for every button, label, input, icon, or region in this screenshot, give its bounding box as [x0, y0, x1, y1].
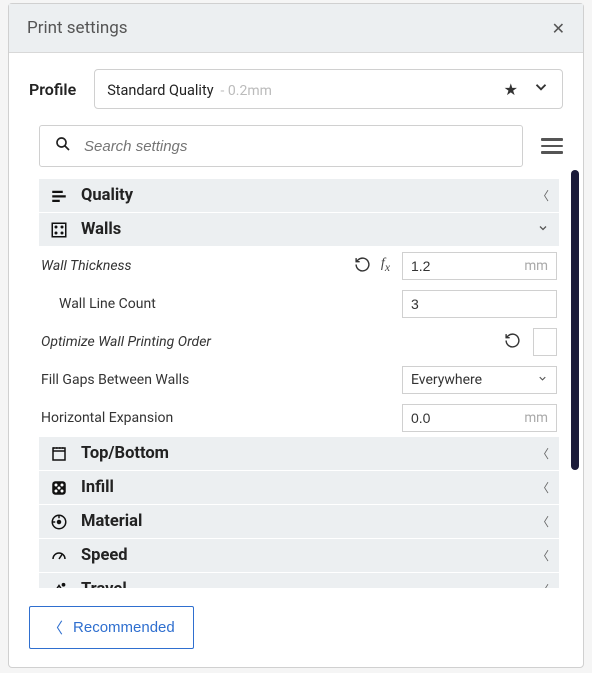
setting-optimize-order: Optimize Wall Printing Order: [39, 323, 559, 361]
walls-icon: [45, 221, 73, 239]
category-infill[interactable]: Infill 〈: [39, 471, 559, 504]
setting-wall-line-count: Wall Line Count: [39, 285, 559, 323]
infill-icon: [45, 479, 73, 497]
reset-icon[interactable]: [504, 332, 521, 353]
profile-dropdown[interactable]: Standard Quality - 0.2mm ★: [94, 69, 563, 109]
wall-thickness-input[interactable]: mm: [402, 252, 557, 280]
close-icon[interactable]: ✕: [552, 19, 565, 38]
top-bottom-icon: [45, 445, 73, 463]
wall-line-count-input[interactable]: [402, 290, 557, 318]
footer: 〈 Recommended: [9, 588, 583, 667]
profile-name: Standard Quality - 0.2mm: [107, 80, 272, 99]
chevron-left-icon: 〈: [48, 617, 63, 638]
category-material[interactable]: Material 〈: [39, 505, 559, 538]
speed-icon: [45, 547, 73, 565]
category-travel[interactable]: Travel 〈: [39, 573, 559, 588]
search-icon: [54, 135, 72, 157]
quality-icon: [45, 187, 73, 205]
chevron-left-icon: 〈: [537, 445, 549, 462]
fx-icon[interactable]: fx: [381, 256, 390, 277]
category-speed[interactable]: Speed 〈: [39, 539, 559, 572]
profile-label: Profile: [29, 80, 76, 99]
scrollbar[interactable]: [571, 170, 579, 470]
print-settings-panel: Print settings ✕ Profile Standard Qualit…: [8, 3, 584, 668]
recommended-button[interactable]: 〈 Recommended: [29, 606, 194, 649]
panel-title: Print settings: [27, 18, 128, 38]
travel-icon: [45, 581, 73, 589]
chevron-left-icon: 〈: [537, 513, 549, 530]
chevron-left-icon: 〈: [537, 479, 549, 496]
search-input[interactable]: [84, 138, 508, 155]
settings-list: Quality 〈 Walls Wall Thickness fx: [9, 179, 583, 588]
category-quality[interactable]: Quality 〈: [39, 179, 559, 212]
setting-horizontal-expansion: Horizontal Expansion mm: [39, 399, 559, 437]
profile-row: Profile Standard Quality - 0.2mm ★: [9, 53, 583, 119]
optimize-order-checkbox[interactable]: [533, 328, 557, 356]
fill-gaps-select[interactable]: Everywhere: [402, 366, 557, 394]
chevron-down-icon: [537, 372, 548, 388]
material-icon: [45, 513, 73, 531]
hamburger-icon[interactable]: [541, 134, 563, 158]
horizontal-expansion-input[interactable]: mm: [402, 404, 557, 432]
chevron-left-icon: 〈: [537, 547, 549, 564]
category-top-bottom[interactable]: Top/Bottom 〈: [39, 437, 559, 470]
chevron-left-icon: 〈: [537, 187, 549, 204]
chevron-left-icon: 〈: [537, 581, 549, 588]
chevron-down-icon: [537, 222, 549, 237]
chevron-down-icon[interactable]: [532, 78, 550, 100]
category-walls[interactable]: Walls: [39, 213, 559, 246]
search-row: [9, 119, 583, 179]
setting-wall-thickness: Wall Thickness fx mm: [39, 247, 559, 285]
reset-icon[interactable]: [354, 256, 371, 277]
search-box[interactable]: [39, 125, 523, 167]
setting-fill-gaps: Fill Gaps Between Walls Everywhere: [39, 361, 559, 399]
star-icon[interactable]: ★: [504, 80, 518, 99]
panel-header: Print settings ✕: [9, 4, 583, 53]
